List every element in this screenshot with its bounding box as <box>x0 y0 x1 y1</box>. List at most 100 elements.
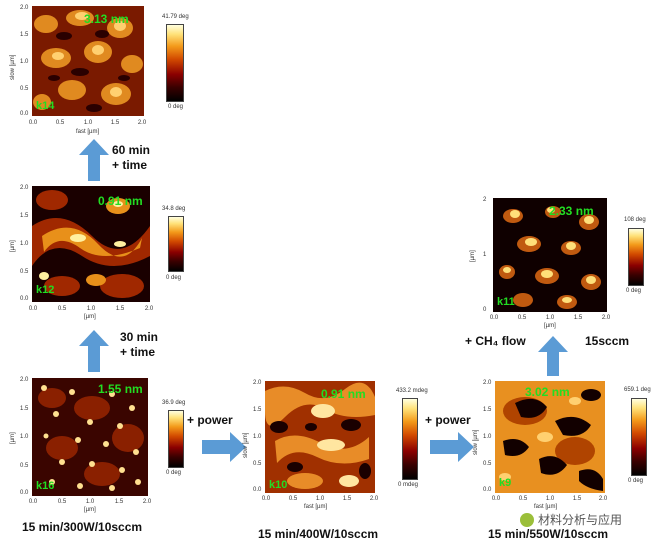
y-tick: 2.0 <box>483 380 492 386</box>
x-axis-label: fast [µm] <box>76 129 100 135</box>
color-scale-max: 36.9 deg <box>162 400 186 406</box>
color-scale-max: 108 deg <box>624 217 646 223</box>
x-axis-label: [µm] <box>84 507 96 513</box>
afm-texture-k14 <box>32 6 144 116</box>
y-tick: 2.0 <box>253 380 262 386</box>
y-tick: 1 <box>483 252 487 258</box>
y-tick: 0 <box>483 307 487 313</box>
afm-texture-k16 <box>32 378 148 496</box>
step-label-30min: 30 min + time <box>120 330 159 359</box>
y-tick: 0.5 <box>20 463 29 469</box>
roughness-label: 0.91 nm <box>321 387 366 401</box>
y-tick: 0.5 <box>20 269 29 275</box>
y-tick: 0.0 <box>483 487 492 493</box>
x-tick: 1.5 <box>573 315 583 321</box>
color-scale-min: 0 deg <box>166 275 182 281</box>
sample-label: k10 <box>269 479 288 491</box>
y-tick: 1.0 <box>20 434 29 440</box>
x-tick: 2.0 <box>144 306 154 312</box>
up-arrow-icon <box>79 139 109 181</box>
y-tick: 1.0 <box>20 59 29 65</box>
x-tick: 2.0 <box>137 120 147 126</box>
roughness-label: 3.02 nm <box>525 385 570 399</box>
x-tick: 1.0 <box>545 315 555 321</box>
color-scale-bar <box>631 398 647 476</box>
watermark: 材料分析与应用 <box>520 511 622 528</box>
color-scale-max: 34.8 deg <box>162 206 186 212</box>
sample-label: k16 <box>36 480 55 492</box>
x-tick: 1.5 <box>110 120 120 126</box>
color-scale-min: 0 deg <box>626 288 642 294</box>
y-tick: 0.5 <box>20 86 29 92</box>
afm-image-k16: 1.55 nm k16 <box>32 378 148 496</box>
x-tick: 0.5 <box>517 315 527 321</box>
color-scale-bar <box>628 228 644 286</box>
up-arrow-icon <box>79 330 109 372</box>
x-tick: 1.0 <box>315 496 325 502</box>
x-tick: 1.5 <box>115 306 125 312</box>
x-axis-label: fast [µm] <box>304 504 328 510</box>
step-label-ch4: + CH₄ flow <box>465 334 526 348</box>
y-tick: 0.5 <box>253 461 262 467</box>
y-axis-label: [µm] <box>470 250 476 262</box>
right-arrow-icon <box>202 432 246 462</box>
y-tick: 0.0 <box>20 111 29 117</box>
step-label-power-1: + power <box>187 413 233 427</box>
step-label-60min: 60 min + time <box>112 143 151 172</box>
up-arrow-icon <box>538 336 568 376</box>
afm-texture-k12 <box>32 186 150 302</box>
y-tick: 1.0 <box>253 434 262 440</box>
x-tick: 1.0 <box>83 120 93 126</box>
y-tick: 2 <box>483 197 487 203</box>
y-tick: 0.5 <box>483 461 492 467</box>
x-tick: 1.0 <box>85 499 95 505</box>
afm-image-k12: 0.91 nm k12 <box>32 186 150 302</box>
x-tick: 0.0 <box>28 499 38 505</box>
step-label-power-2: + power <box>425 413 471 427</box>
x-tick: 2.0 <box>369 496 379 502</box>
sample-label: k14 <box>36 100 55 112</box>
x-tick: 0.5 <box>55 120 65 126</box>
color-scale-bar <box>166 24 184 102</box>
watermark-text: 材料分析与应用 <box>538 513 623 527</box>
sample-label: k11 <box>497 296 515 308</box>
afm-image-k9: 3.02 nm k9 <box>495 381 605 493</box>
condition-caption-k16: 15 min/300W/10sccm <box>22 520 143 534</box>
step-label-15sccm: 15sccm <box>585 334 630 348</box>
afm-image-k10: 0.91 nm k10 <box>265 381 375 493</box>
x-tick: 0.0 <box>28 306 38 312</box>
color-scale-max: 659.1 deg <box>624 387 651 393</box>
x-tick: 1.0 <box>545 496 555 502</box>
x-tick: 2.0 <box>142 499 152 505</box>
y-axis-label: slow [µm] <box>473 429 479 455</box>
x-axis-label: [µm] <box>544 323 556 329</box>
y-tick: 1.5 <box>20 406 29 412</box>
y-tick: 1.5 <box>20 213 29 219</box>
x-tick: 1.5 <box>114 499 124 505</box>
sample-label: k9 <box>499 477 512 489</box>
y-tick: 0.0 <box>253 487 262 493</box>
color-scale-min: 0 deg <box>166 470 182 476</box>
y-tick: 2.0 <box>20 377 29 383</box>
color-scale-bar <box>402 398 418 480</box>
condition-caption-k9: 15 min/550W/10sccm <box>488 527 609 541</box>
y-tick: 1.5 <box>483 407 492 413</box>
color-scale-min: 0 deg <box>168 104 184 110</box>
roughness-label: 2.33 nm <box>549 204 594 218</box>
wechat-logo-icon <box>520 512 534 527</box>
afm-image-k14: 3.13 nm k14 <box>32 6 144 116</box>
y-tick: 1.0 <box>483 434 492 440</box>
x-tick: 0.0 <box>491 496 501 502</box>
x-tick: 0.0 <box>261 496 271 502</box>
y-tick: 1.0 <box>20 241 29 247</box>
y-tick: 0.0 <box>20 490 29 496</box>
afm-texture-k9 <box>495 381 605 493</box>
roughness-label: 1.55 nm <box>98 382 143 396</box>
x-tick: 0.5 <box>288 496 298 502</box>
x-tick: 0.5 <box>57 499 67 505</box>
x-tick: 1.5 <box>342 496 352 502</box>
color-scale-max: 433.2 mdeg <box>396 388 428 394</box>
y-axis-label: slow [µm] <box>10 54 16 80</box>
afm-image-k11: 2.33 nm k11 <box>493 198 607 312</box>
y-tick: 1.5 <box>253 407 262 413</box>
